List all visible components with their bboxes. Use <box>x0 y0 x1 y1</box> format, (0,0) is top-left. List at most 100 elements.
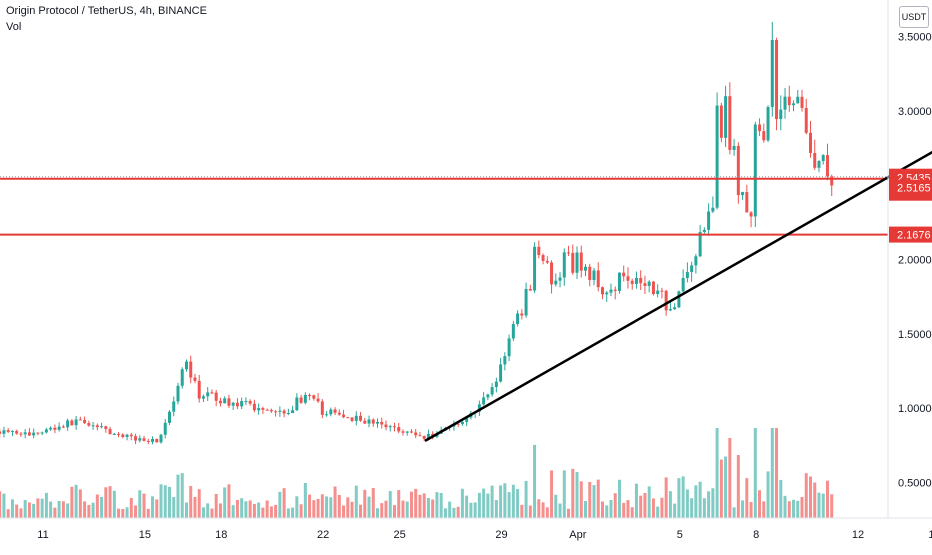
candle-body <box>673 307 677 310</box>
volume-bar <box>227 484 231 518</box>
candle-body <box>792 103 796 106</box>
volume-bar <box>749 502 753 518</box>
candle-body <box>53 427 57 430</box>
trend-line-group[interactable] <box>424 89 932 442</box>
candle-body <box>57 426 61 430</box>
volume-bar <box>588 481 592 518</box>
candle-body <box>83 420 87 424</box>
candle-body <box>728 96 732 150</box>
volume-bar <box>770 428 774 518</box>
volume-bar <box>19 508 23 518</box>
volume-bar <box>2 493 6 518</box>
candle-body <box>779 109 783 120</box>
time-axis[interactable]: 111518222529Apr58121519 <box>0 517 932 541</box>
volume-bar <box>617 479 621 518</box>
candle-body <box>10 430 14 432</box>
volume-bar <box>431 499 435 518</box>
level-price-label: 2.5165 <box>897 183 931 195</box>
volume-bar <box>172 497 176 518</box>
price-tick-label: 3.5000 <box>898 32 932 44</box>
candle-body <box>499 364 503 382</box>
volume-bar <box>32 503 36 518</box>
candle-body <box>520 313 524 316</box>
candle-body <box>2 430 6 434</box>
volume-bar <box>753 428 757 518</box>
volume-bar <box>146 508 150 518</box>
volume-bar <box>333 486 337 518</box>
candle-body <box>214 392 218 401</box>
volume-bar <box>299 504 303 518</box>
volume-bar <box>550 470 554 518</box>
candle-body <box>227 398 231 406</box>
candle-body <box>312 395 316 399</box>
candle-body <box>668 309 672 311</box>
currency-badge[interactable]: USDT <box>899 6 929 28</box>
volume-bar <box>758 490 762 518</box>
volume-bar <box>787 501 791 518</box>
volume-bar <box>719 459 723 518</box>
candle-body <box>257 408 261 411</box>
volume-bar <box>214 493 218 518</box>
volume-bar <box>783 495 787 518</box>
candle-body <box>617 272 621 291</box>
volume-bar <box>571 468 575 518</box>
candle-body <box>78 419 82 421</box>
volume-bar <box>70 486 74 518</box>
candle-body <box>600 287 604 295</box>
candle-body <box>681 278 685 292</box>
volume-bar <box>516 489 520 518</box>
candle-body <box>303 394 307 403</box>
volume-bar <box>312 500 316 518</box>
volume-bar <box>295 496 299 518</box>
volume-bar <box>698 481 702 518</box>
volume-bar <box>57 501 61 518</box>
volume-bar <box>524 480 528 518</box>
candle-body <box>567 252 571 254</box>
time-tick-label: 25 <box>393 529 405 541</box>
candle-body <box>172 401 176 412</box>
candle-body <box>584 266 588 271</box>
candle-body <box>575 252 579 273</box>
volume-bar <box>193 496 197 518</box>
candle-body <box>6 430 10 432</box>
volume-bar <box>494 499 498 518</box>
candle-body <box>825 155 829 177</box>
volume-bar <box>596 479 600 518</box>
trend-line[interactable] <box>424 89 932 442</box>
candle-body <box>265 409 269 411</box>
volume-bar <box>554 494 558 518</box>
volume-bar <box>469 502 473 518</box>
candle-body <box>702 229 706 232</box>
volume-bar <box>23 500 27 518</box>
volume-bar <box>392 505 396 518</box>
time-tick-label: 8 <box>753 529 759 541</box>
volume-bar <box>592 485 596 518</box>
candle-body <box>401 431 405 433</box>
candle-body <box>27 432 31 436</box>
volume-bar <box>108 486 112 518</box>
candle-body <box>643 283 647 286</box>
volume-bar <box>316 498 320 518</box>
candle-body <box>19 433 23 435</box>
price-tick-label: 1.0000 <box>898 403 932 415</box>
volume-bar <box>367 496 371 518</box>
volume-bar <box>499 485 503 518</box>
candle-body <box>537 246 541 256</box>
candle-body <box>775 39 779 120</box>
candle-body <box>800 96 804 108</box>
level-price-badge <box>889 179 932 196</box>
candle-body <box>592 270 596 280</box>
candle-body <box>698 231 702 257</box>
candle-body <box>545 260 549 263</box>
candle-body <box>163 422 167 435</box>
volume-bar <box>44 492 48 518</box>
candle-body <box>218 400 222 404</box>
candle-body <box>622 272 626 277</box>
volume-bar <box>830 494 834 518</box>
volume-bar <box>286 508 290 518</box>
candle-body <box>142 438 146 441</box>
candle-body <box>796 96 800 104</box>
candle-body <box>151 439 155 442</box>
